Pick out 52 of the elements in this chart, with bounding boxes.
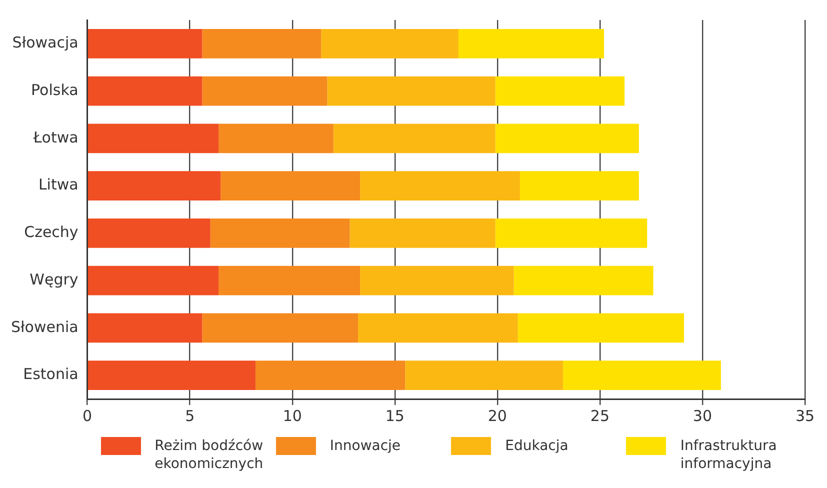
x-tick-label: 15 (385, 406, 404, 425)
bar (333, 124, 496, 154)
bar (255, 360, 406, 390)
y-tick-label: Łotwa (32, 128, 78, 146)
y-tick-label: Słowenia (10, 318, 78, 336)
bar (88, 360, 256, 390)
bar (458, 29, 604, 58)
bar (321, 29, 458, 58)
y-tick-label: Słowacja (12, 34, 78, 52)
bar (202, 76, 328, 106)
legend-label: Edukacja (505, 437, 570, 455)
x-tick-label: 25 (590, 406, 610, 425)
bar (88, 124, 219, 154)
bar (202, 29, 322, 58)
legend-label: Reżim bodźców ekonomicznych (154, 437, 264, 473)
bar (495, 124, 639, 154)
bar (88, 266, 219, 296)
bar (210, 218, 350, 248)
x-tick-label: 30 (692, 406, 712, 425)
x-tick-label: 35 (795, 406, 815, 425)
y-tick-label: Litwa (38, 176, 78, 194)
y-tick-label: Węgry (30, 270, 78, 288)
y-tick-label: Czechy (24, 223, 78, 242)
bar (495, 218, 648, 248)
x-tick-label: 10 (282, 406, 302, 425)
bar (88, 313, 202, 343)
bar (520, 171, 639, 200)
bar (218, 124, 334, 154)
bar (327, 76, 496, 106)
bar (405, 360, 564, 390)
bar (514, 266, 654, 296)
y-tick-label: Estonia (23, 365, 78, 384)
legend-label: Innowacje (330, 437, 402, 455)
bar (88, 218, 210, 248)
bar (360, 266, 514, 296)
bar (358, 313, 518, 343)
bar (563, 360, 721, 390)
x-tick-label: 20 (488, 406, 507, 425)
x-tick-label: 5 (185, 406, 195, 425)
bar (220, 171, 360, 200)
y-tick-label: Polska (31, 80, 78, 99)
bar (202, 313, 358, 343)
legend-label: Infrastruktura informacyjna (680, 437, 778, 473)
x-tick-label: 0 (82, 406, 92, 425)
bar (88, 29, 202, 58)
bar (88, 76, 202, 106)
bar (495, 76, 625, 106)
bar (518, 313, 684, 343)
bar (88, 171, 221, 200)
bar (360, 171, 520, 200)
bar (350, 218, 496, 248)
bar (218, 266, 360, 296)
